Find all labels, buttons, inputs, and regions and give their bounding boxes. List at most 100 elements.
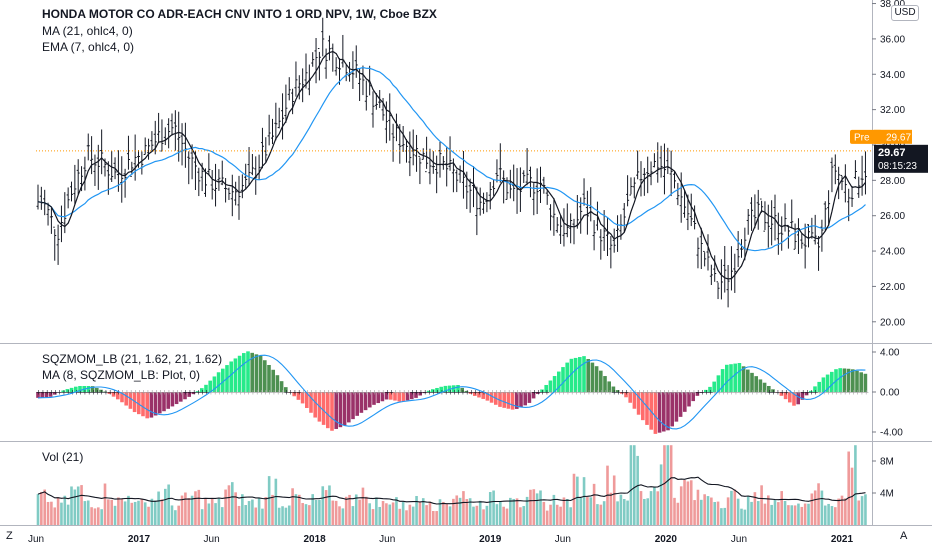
sqz-bar	[447, 385, 452, 392]
sqz-cross-marker: +	[225, 389, 231, 397]
volume-bar	[287, 505, 291, 525]
sqz-bar	[464, 390, 469, 392]
sqz-cross-marker: +	[426, 389, 432, 397]
volume-legend[interactable]: Vol (21)	[42, 450, 84, 464]
volume-bar	[609, 492, 613, 525]
volume-bar	[622, 499, 626, 525]
ema-legend[interactable]: EMA (7, ohlc4, 0)	[42, 40, 135, 54]
sqz-cross-marker: +	[111, 389, 117, 397]
volume-bar	[281, 506, 284, 525]
volume-bar	[857, 500, 861, 525]
volume-bar	[432, 511, 435, 525]
volume-bar	[341, 508, 345, 525]
volume-bar	[519, 507, 522, 525]
volume-bar	[817, 483, 820, 525]
volume-bar	[187, 498, 191, 525]
volume-bar	[552, 494, 556, 525]
volume-bar	[656, 491, 660, 525]
volume-bar	[700, 499, 703, 525]
sqz-cross-marker: +	[641, 389, 647, 397]
sqz-cross-marker: +	[351, 389, 357, 397]
volume-bar	[324, 490, 328, 525]
price-axis-label: 32.00	[880, 105, 905, 116]
sqz-cross-marker: +	[305, 389, 311, 397]
volume-bar	[103, 483, 107, 525]
auto-scale-button[interactable]: A	[900, 530, 908, 542]
volume-bar	[770, 504, 773, 525]
sqz-bar	[132, 392, 137, 413]
sqz-axis-label: -4.00	[880, 428, 903, 439]
volume-bar	[458, 497, 462, 525]
volume-bar	[150, 498, 154, 525]
sqz-bar	[99, 389, 103, 392]
volume-bar	[669, 445, 673, 525]
volume-bar	[545, 510, 549, 525]
volume-bar	[793, 505, 797, 525]
volume-bar	[46, 501, 50, 525]
volume-bar	[452, 498, 455, 525]
volume-bar	[478, 500, 482, 525]
sqzmom-ma-legend[interactable]: MA (8, SQZMOM_LB: Plot, 0)	[42, 368, 201, 382]
sqz-bar	[687, 392, 691, 407]
volume-bar	[599, 504, 603, 525]
sqz-cross-marker: +	[510, 389, 516, 397]
sqz-bar	[443, 385, 448, 392]
volume-bar	[790, 505, 794, 525]
sqz-bar	[422, 392, 427, 394]
volume-bar	[679, 486, 683, 525]
sqz-bar	[405, 392, 410, 401]
price-axis-label: 28.00	[880, 176, 905, 187]
currency-badge[interactable]: USD	[891, 5, 919, 21]
sqz-cross-marker: +	[393, 389, 399, 397]
price-axis-label: 26.00	[880, 211, 905, 222]
volume-bar	[834, 507, 837, 525]
sqz-cross-marker: +	[657, 389, 663, 397]
ma-legend[interactable]: MA (21, ohlc4, 0)	[42, 24, 133, 38]
sqz-cross-marker: +	[368, 389, 374, 397]
volume-bar	[582, 477, 586, 525]
volume-bar	[86, 500, 90, 525]
sqz-cross-marker: +	[116, 389, 122, 397]
sqz-cross-marker: +	[103, 389, 109, 397]
sqzmom-legend[interactable]: SQZMOM_LB (21, 1.62, 21, 1.62)	[42, 352, 223, 366]
volume-bar	[261, 508, 264, 525]
sqz-cross-marker: +	[733, 389, 739, 397]
volume-bar	[301, 503, 304, 525]
volume-bar	[803, 503, 807, 525]
sqz-cross-marker: +	[796, 389, 802, 397]
sqz-bar	[468, 392, 473, 394]
sqz-cross-marker: +	[166, 389, 172, 397]
sqz-cross-marker: +	[855, 389, 861, 397]
sqz-bar	[78, 386, 82, 392]
sqz-ma-line	[37, 354, 866, 430]
sqz-bar	[439, 386, 443, 392]
sqz-cross-marker: +	[561, 389, 567, 397]
sqz-cross-marker: +	[132, 389, 138, 397]
volume-bar	[807, 503, 810, 525]
volume-bar	[837, 498, 840, 525]
volume-bar	[760, 485, 763, 525]
volume-bar	[780, 491, 783, 525]
volume-bar	[693, 500, 696, 525]
volume-bar	[90, 507, 93, 525]
sqz-bar	[271, 369, 275, 392]
sqz-cross-marker: +	[334, 389, 340, 397]
sqz-cross-marker: +	[489, 389, 495, 397]
sqz-bar	[221, 368, 225, 392]
sqz-cross-marker: +	[53, 389, 59, 397]
sqz-cross-marker: +	[376, 389, 382, 397]
volume-bar	[344, 496, 348, 525]
sqz-bar	[481, 392, 485, 399]
sqz-cross-marker: +	[809, 389, 815, 397]
volume-bar	[291, 488, 294, 525]
sqz-bar	[300, 392, 305, 404]
sqz-bar	[103, 391, 107, 393]
zoom-reset-button[interactable]: Z	[6, 530, 13, 542]
sqz-bar	[90, 386, 95, 392]
sqz-bar	[838, 368, 842, 392]
ema-line	[37, 50, 866, 280]
volume-bar	[251, 499, 254, 525]
sqz-axis-label: 0.00	[880, 388, 900, 399]
